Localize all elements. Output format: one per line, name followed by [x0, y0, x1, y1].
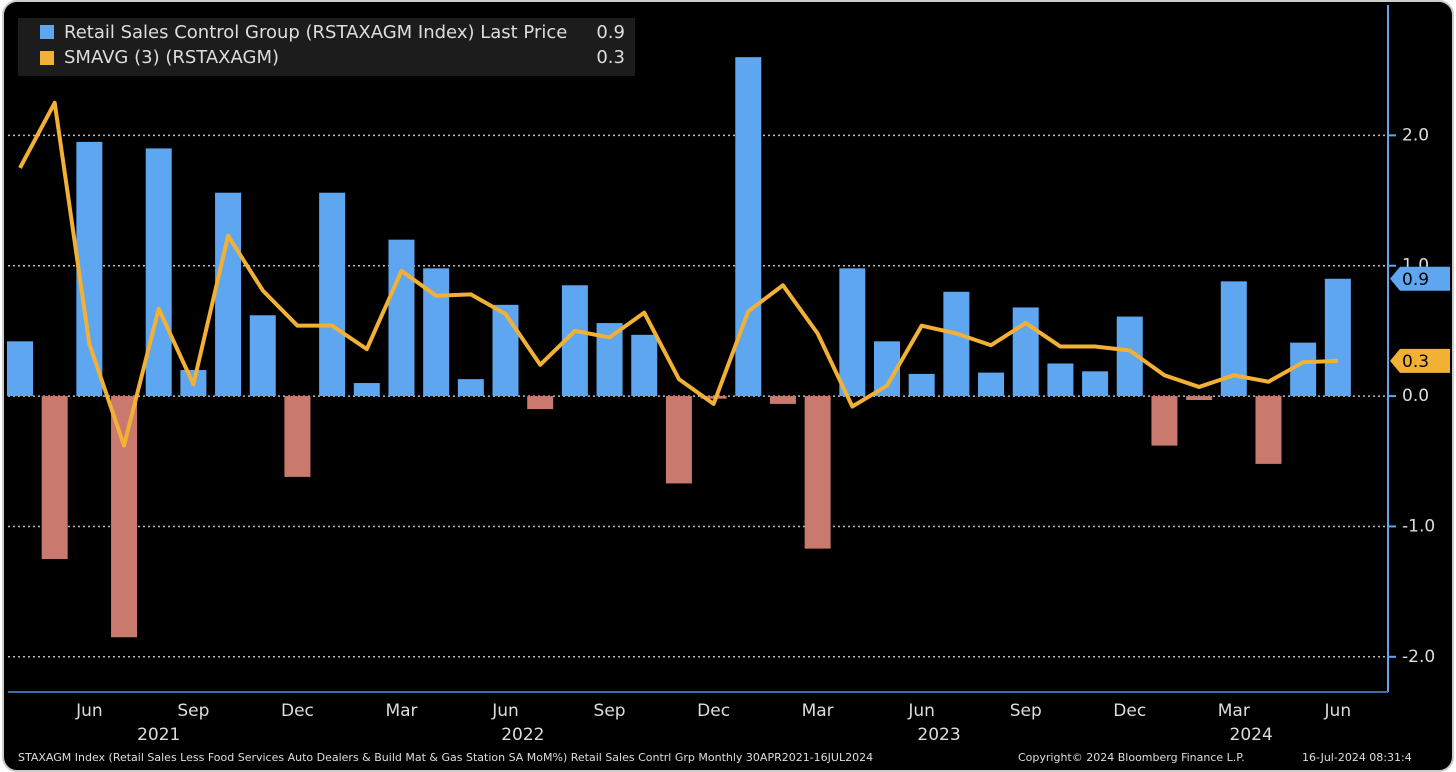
bar [1047, 363, 1074, 397]
legend-swatch [40, 25, 54, 39]
x-tick-label: Sep [1010, 701, 1042, 721]
legend-value: 0.9 [596, 22, 625, 43]
bar [111, 396, 138, 638]
x-year-label: 2023 [917, 725, 960, 745]
bar [1082, 371, 1109, 397]
marks [7, 57, 1351, 638]
bar [492, 304, 519, 397]
legend-swatch [40, 51, 54, 65]
legend-box [18, 18, 635, 76]
x-year-label: 2024 [1230, 725, 1273, 745]
bar [353, 383, 380, 397]
bar [978, 372, 1005, 397]
bar [735, 57, 762, 397]
x-year-label: 2022 [501, 725, 544, 745]
bar [700, 396, 727, 399]
bar [41, 396, 68, 560]
footer-timestamp: 16-Jul-2024 08:31:4 [1302, 751, 1412, 764]
bar [1255, 396, 1282, 464]
bar [215, 192, 242, 397]
x-tick-label: Jun [491, 701, 519, 721]
last-value-label: 0.3 [1402, 352, 1429, 372]
legend-label: SMAVG (3) (RSTAXAGM) [64, 47, 279, 68]
x-tick-label: Jun [907, 701, 935, 721]
bar [284, 396, 311, 477]
x-year-label: 2021 [137, 725, 180, 745]
last-value-callout [1390, 348, 1450, 373]
sma-line [18, 100, 1338, 448]
bar [1186, 396, 1213, 400]
bar [145, 148, 172, 397]
y-tick-label: -1.0 [1402, 516, 1435, 536]
bar [665, 396, 692, 484]
x-tick-label: Sep [594, 701, 626, 721]
bar [1012, 307, 1039, 397]
x-tick-label: Dec [697, 701, 730, 721]
bar [388, 239, 415, 397]
bar [527, 396, 554, 410]
y-tick-label: -2.0 [1402, 647, 1435, 667]
x-tick-label: Jun [1324, 701, 1352, 721]
x-tick-label: Sep [177, 701, 209, 721]
footer-source: STAXAGM Index (Retail Sales Less Food Se… [18, 751, 873, 764]
legend-value: 0.3 [596, 47, 625, 68]
bar [457, 379, 484, 397]
bar [908, 373, 935, 397]
x-tick-label: Mar [385, 701, 417, 721]
legend-label: Retail Sales Control Group (RSTAXAGM Ind… [64, 22, 567, 43]
bar [319, 192, 346, 397]
y-tick-label: 2.0 [1402, 125, 1429, 145]
last-value-label: 0.9 [1402, 270, 1429, 290]
bar [1324, 278, 1351, 397]
bar [7, 341, 33, 397]
bar [839, 268, 866, 397]
x-tick-label: Dec [1113, 701, 1146, 721]
bar [631, 334, 658, 397]
x-tick-label: Mar [802, 701, 834, 721]
bar [249, 315, 276, 397]
bar [1151, 396, 1178, 446]
x-tick-label: Mar [1218, 701, 1250, 721]
x-tick-label: Jun [75, 701, 103, 721]
last-value-callout [1390, 266, 1450, 291]
bar [76, 141, 103, 397]
bar [943, 291, 970, 397]
footer-copyright: Copyright© 2024 Bloomberg Finance L.P. [1018, 751, 1245, 764]
bar [769, 396, 796, 404]
y-tick-label: 0.0 [1402, 386, 1429, 406]
x-tick-label: Dec [281, 701, 314, 721]
bar [804, 396, 831, 549]
